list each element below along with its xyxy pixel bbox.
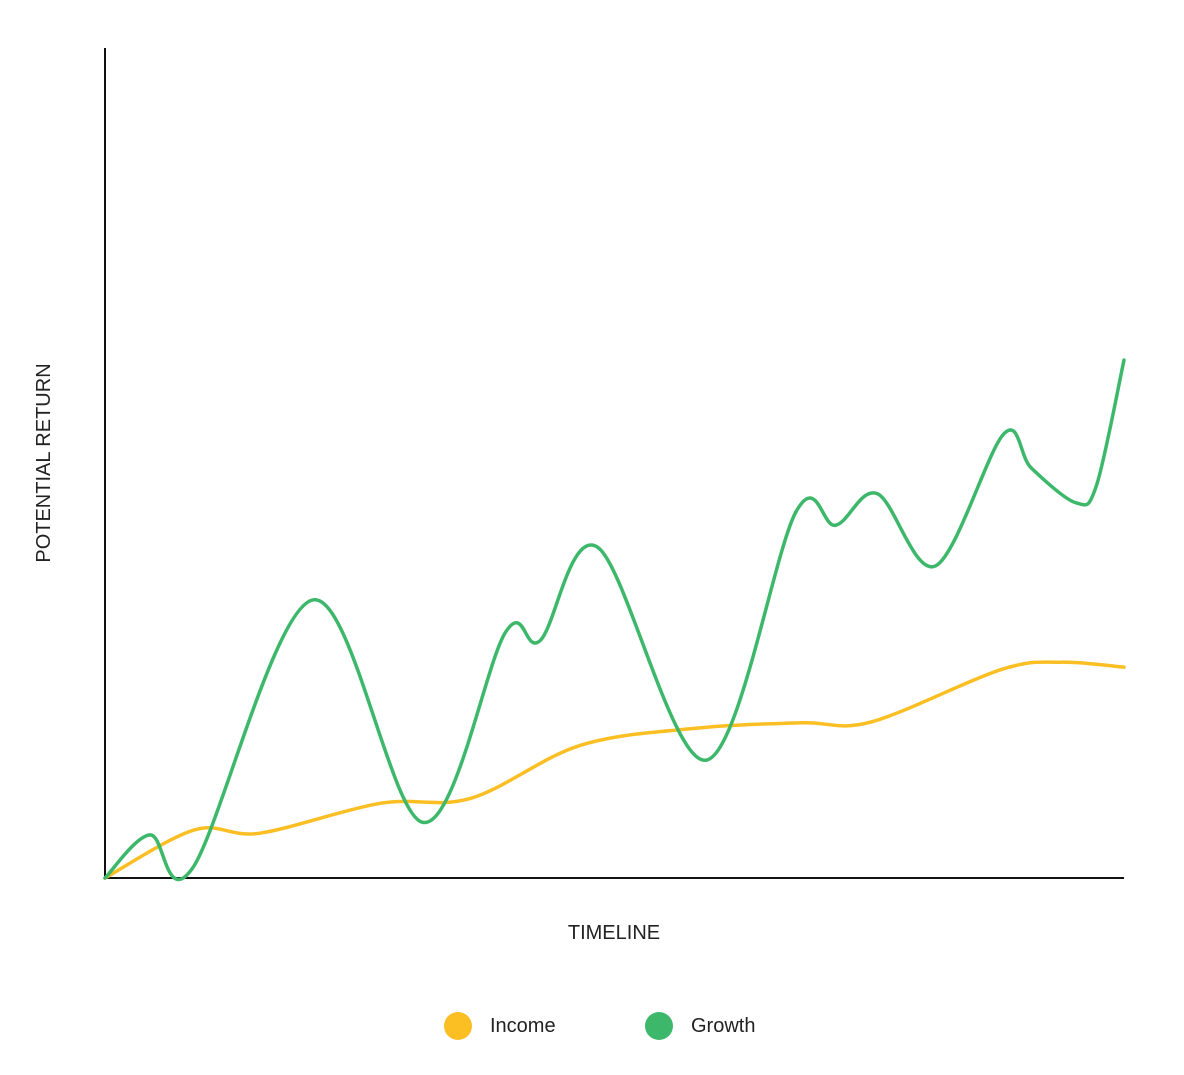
series-line-growth — [103, 358, 1126, 881]
x-axis-label: TIMELINE — [568, 922, 660, 944]
series-line-income — [103, 660, 1126, 880]
legend-item-income[interactable]: Income — [444, 1012, 556, 1040]
legend-item-growth[interactable]: Growth — [645, 1012, 755, 1040]
line-chart: TIMELINE POTENTIAL RETURN — [33, 48, 1126, 944]
legend-label-income: Income — [490, 1014, 556, 1037]
y-axis-label: POTENTIAL RETURN — [33, 363, 55, 562]
legend: Income Growth — [0, 1012, 1184, 1046]
legend-label-growth: Growth — [691, 1014, 756, 1037]
growth-swatch — [645, 1012, 673, 1040]
income-swatch — [444, 1012, 472, 1040]
